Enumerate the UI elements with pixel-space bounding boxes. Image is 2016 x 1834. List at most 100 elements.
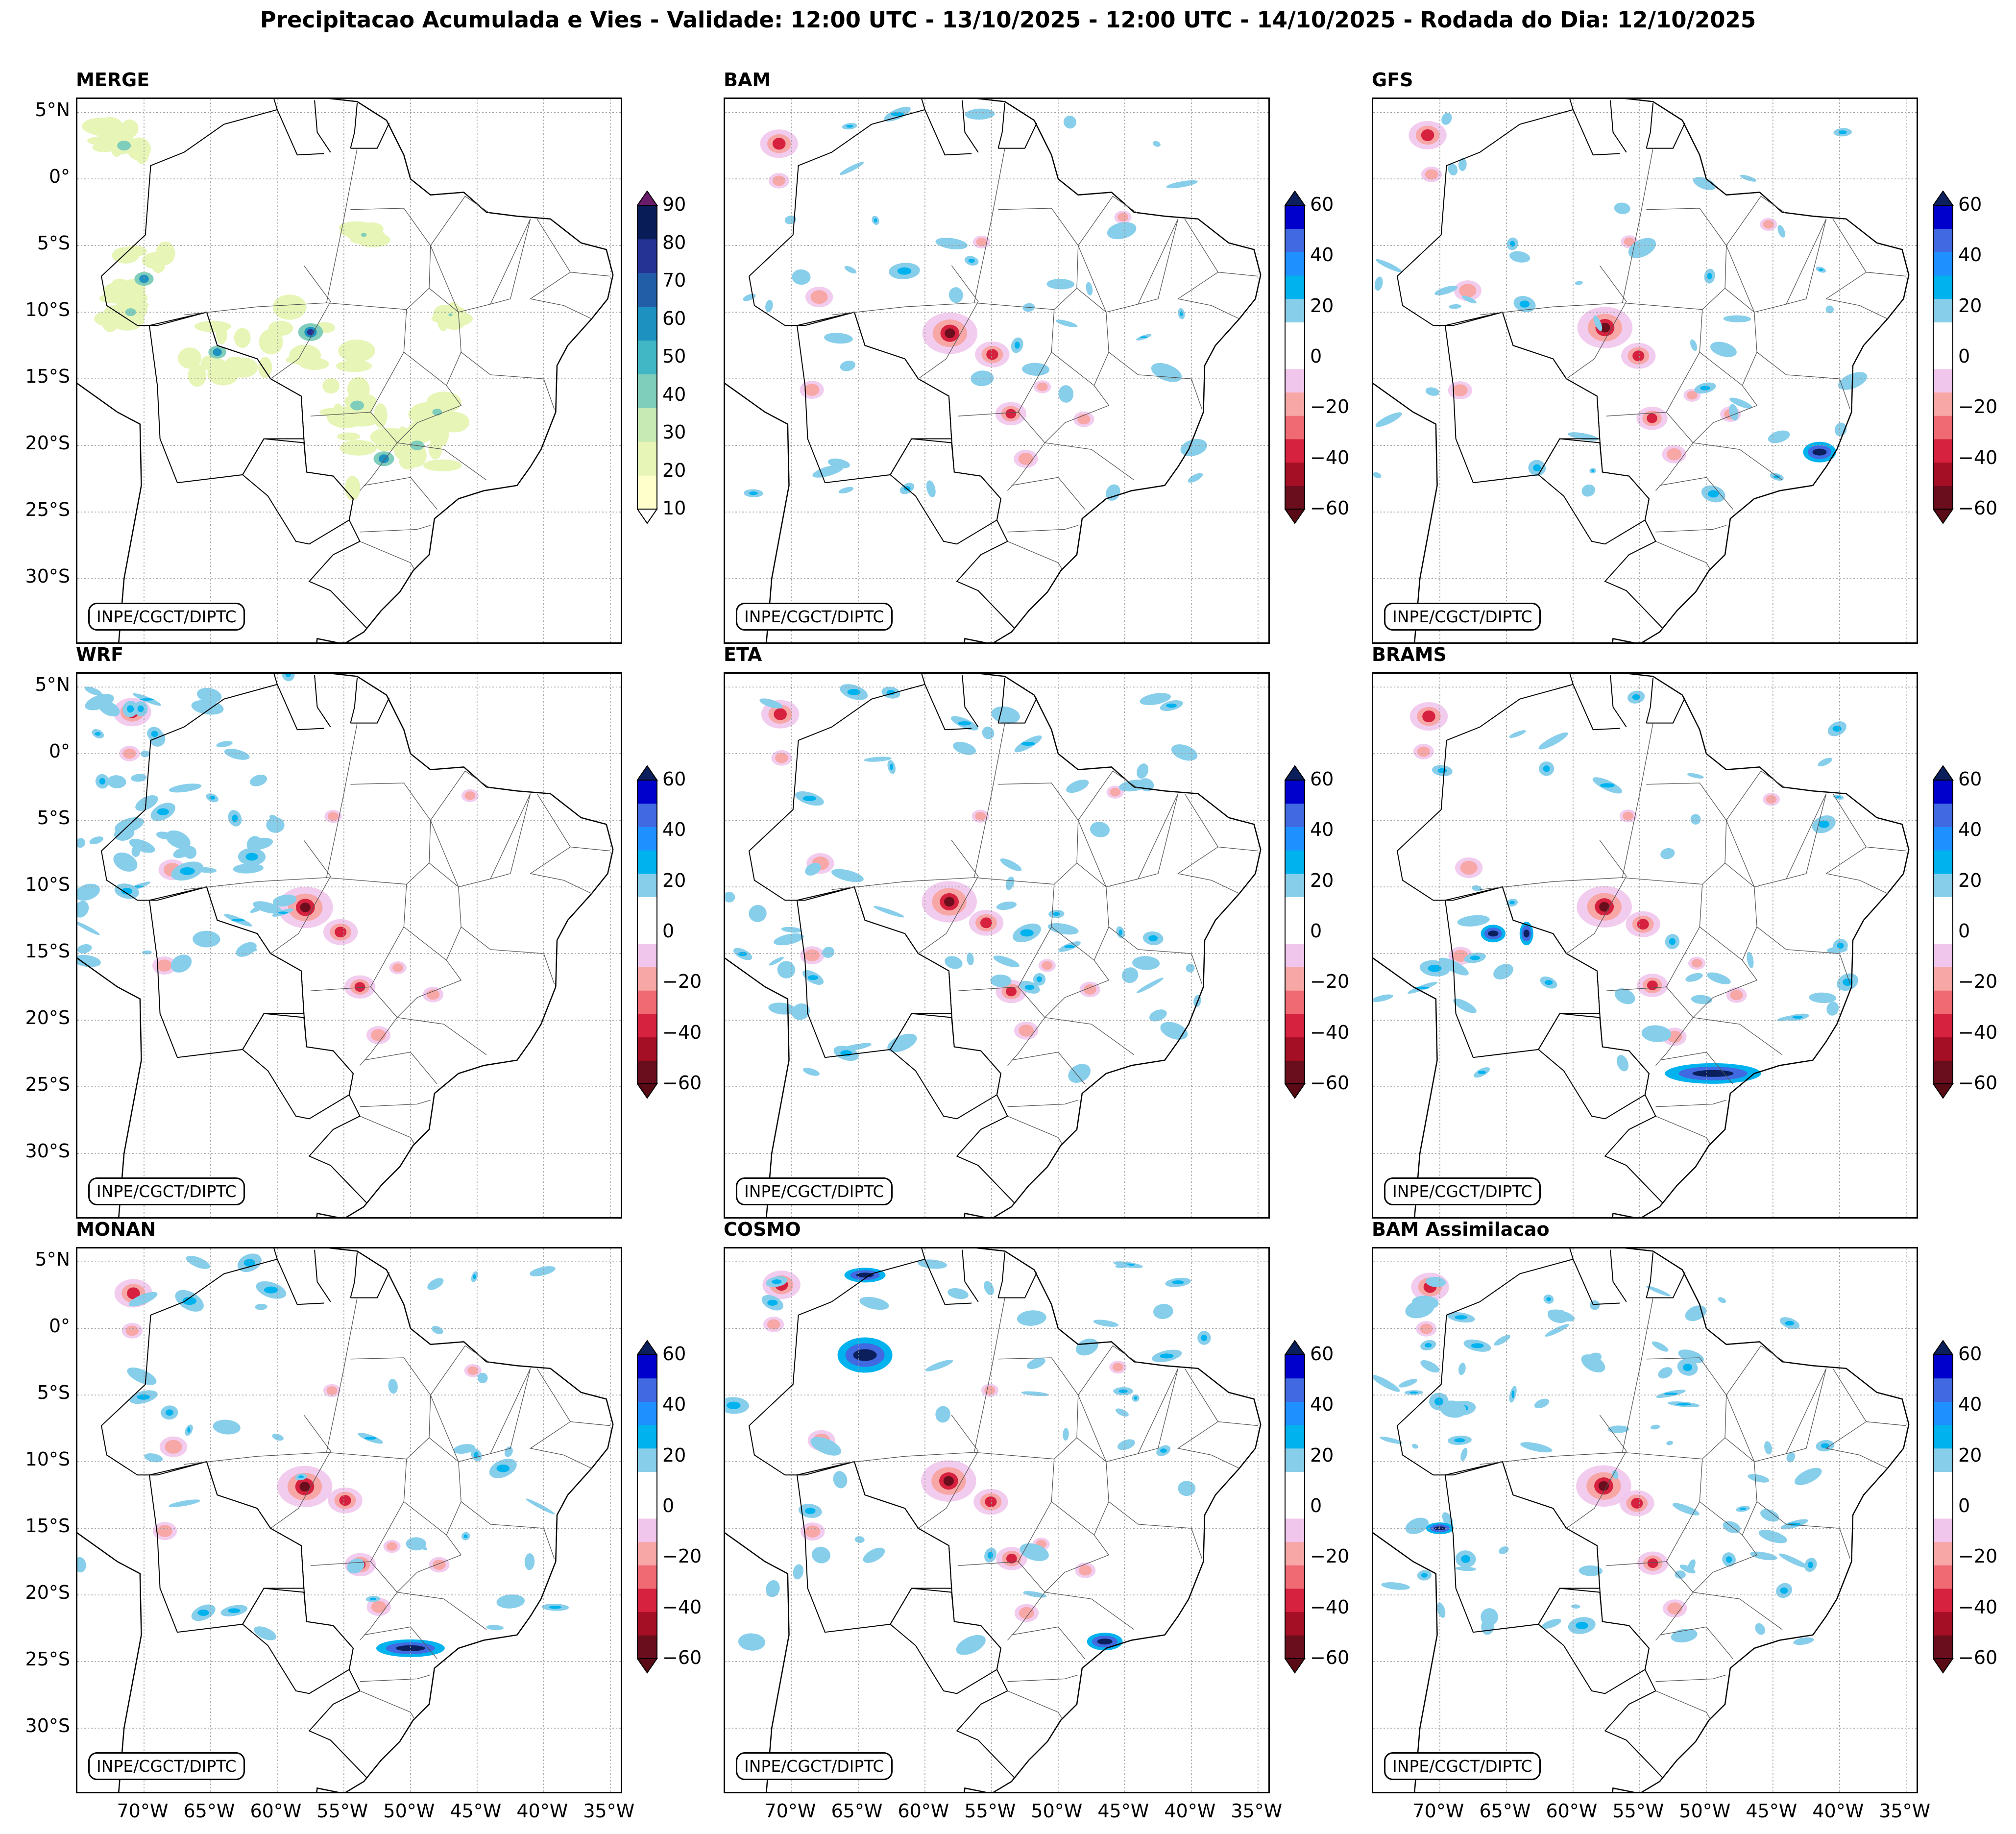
colorbar-tick-label: −40 — [1958, 446, 1998, 468]
country-borders — [1373, 674, 1910, 1217]
brazil-border — [100, 1258, 367, 1778]
state-border — [326, 723, 358, 878]
state-border — [184, 877, 407, 890]
state-border — [1138, 219, 1179, 305]
state-border — [1566, 1415, 1627, 1529]
colorbar-tick-label: 0 — [662, 1495, 675, 1516]
state-border — [1659, 1626, 1733, 1660]
colorbar-segment — [1933, 368, 1953, 393]
map-frame: INPE/CGCT/DIPTC — [76, 672, 622, 1219]
guianas-border — [273, 99, 324, 156]
longitude-label: 70°W — [117, 1800, 169, 1822]
colorbar-segment — [637, 1425, 657, 1449]
guianas-border — [1646, 678, 1654, 723]
colorbar-frame — [637, 205, 657, 510]
guianas-border — [350, 1252, 358, 1298]
colorbar-segment — [1285, 486, 1305, 510]
state-border — [1622, 1297, 1653, 1453]
state-borders — [184, 723, 610, 1145]
colorbar-tick-label: −40 — [1310, 446, 1350, 468]
bias-field — [1373, 112, 1868, 503]
colorbar-tick-label: 20 — [1958, 294, 1982, 317]
guianas-border — [1646, 122, 1686, 149]
state-border — [1606, 783, 1727, 991]
colorbar-segment — [1285, 1401, 1305, 1425]
state-border — [1655, 1100, 1726, 1107]
panel-title: ETA — [724, 644, 762, 665]
longitude-label: 35°W — [1231, 1800, 1283, 1822]
colorbar-segment — [1285, 1037, 1305, 1061]
panel-title: BAM — [724, 69, 771, 91]
state-border — [529, 1421, 592, 1469]
state-border — [1699, 288, 1757, 386]
colorbar-under-triangle — [1932, 1083, 1954, 1099]
colorbar-frame — [1285, 1354, 1305, 1659]
colorbar-under-triangle — [1284, 1083, 1306, 1099]
colorbar-segment — [637, 967, 657, 991]
colorbar-segment — [1285, 943, 1305, 968]
guianas-border — [1569, 99, 1620, 156]
bias-field — [743, 106, 1207, 501]
colorbar-segment — [1933, 1401, 1953, 1425]
country-borders — [77, 99, 614, 642]
paraguay-border — [889, 438, 1001, 545]
guianas-border — [350, 1272, 390, 1298]
guianas-border — [998, 1272, 1038, 1298]
colorbar-segment — [1933, 1612, 1953, 1636]
longitude-label: 55°W — [316, 1800, 368, 1822]
colorbar-tick-label: 20 — [1310, 869, 1334, 891]
state-border — [430, 196, 531, 313]
colorbar-under-triangle — [1932, 1658, 1954, 1674]
colorbar-under-triangle — [1284, 1658, 1306, 1674]
state-border — [397, 960, 462, 1018]
state-border — [1825, 846, 1888, 894]
colorbar-segment — [637, 1355, 657, 1379]
state-border — [1011, 1051, 1085, 1085]
state-border — [360, 1674, 431, 1682]
map-frame: INPE/CGCT/DIPTC — [76, 98, 622, 644]
brazil-border — [748, 109, 1015, 629]
longitude-label: 55°W — [964, 1800, 1016, 1822]
colorbar-segment — [1933, 392, 1953, 416]
panel-title: BRAMS — [1372, 644, 1447, 665]
state-border — [1177, 271, 1239, 319]
state-borders — [184, 1297, 610, 1719]
colorbar-tick-label: 40 — [1310, 819, 1334, 841]
state-border — [1693, 385, 1758, 443]
colorbar-tick-label: 60 — [1310, 768, 1334, 790]
panel-title: MONAN — [76, 1219, 156, 1240]
colorbar-segment — [1933, 897, 1953, 921]
credit-badge: INPE/CGCT/DIPTC — [1384, 1752, 1541, 1780]
coastline — [964, 99, 1262, 642]
state-borders — [831, 148, 1258, 570]
state-border — [1007, 1674, 1078, 1682]
state-border — [1007, 442, 1045, 491]
graticule — [77, 674, 621, 1217]
colorbar-segment — [1285, 1518, 1305, 1542]
state-border — [1655, 1674, 1726, 1682]
colorbar-tick-label: 0 — [1958, 920, 1970, 942]
state-border — [490, 1368, 531, 1454]
state-border — [1044, 960, 1110, 1018]
guianas-border — [962, 675, 979, 728]
colorbar-segment — [1285, 780, 1305, 804]
state-border — [397, 1535, 462, 1593]
latitude-label: 30°S — [25, 1715, 70, 1737]
colorbar-segment — [637, 1565, 657, 1589]
colorbar-segment — [637, 1612, 657, 1636]
map-canvas — [725, 99, 1268, 642]
latitude-label: 5°N — [35, 99, 70, 121]
colorbar-tick-label: 60 — [1958, 768, 1982, 790]
colorbar-segment — [1285, 345, 1305, 369]
map-canvas — [725, 1248, 1268, 1792]
state-border — [1051, 1437, 1109, 1536]
longitude-label: 65°W — [183, 1800, 235, 1822]
longitude-label: 50°W — [1031, 1800, 1083, 1822]
state-border — [326, 148, 358, 303]
country-borders — [725, 99, 1262, 642]
state-border — [1699, 862, 1757, 961]
longitude-label: 40°W — [516, 1800, 568, 1822]
latitude-label: 25°S — [25, 1648, 70, 1670]
latitude-label: 15°S — [25, 940, 70, 962]
state-border — [430, 770, 531, 887]
